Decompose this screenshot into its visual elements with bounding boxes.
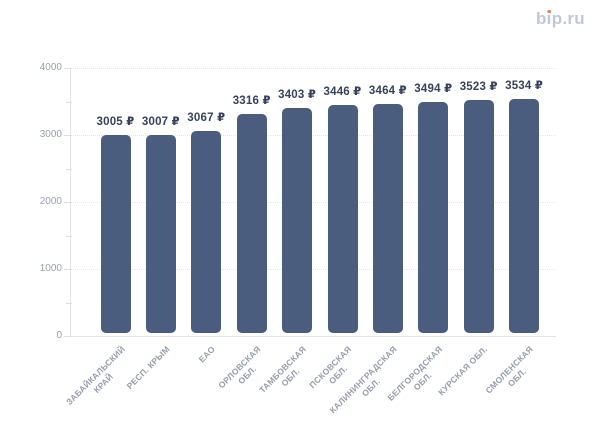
y-axis-minor-tick — [66, 101, 72, 103]
bar — [282, 107, 313, 333]
bar — [145, 134, 176, 333]
bar — [372, 103, 403, 333]
bar — [327, 105, 358, 333]
brand-letter-i: ı — [546, 9, 552, 28]
y-axis-tick-label: 2000 — [39, 196, 62, 207]
y-axis-tick-label: 3000 — [39, 129, 62, 140]
y-axis-major-tick — [64, 202, 72, 203]
bar — [236, 113, 267, 333]
y-axis-minor-tick — [66, 235, 72, 237]
x-axis-category-text: ЗАБАЙКАЛЬСКИЙ КРАЙ — [63, 344, 127, 407]
y-axis-minor-tick — [66, 168, 72, 170]
bar-value-label: 3005 ₽ — [96, 115, 135, 128]
y-axis-tick-label: 4000 — [39, 62, 62, 73]
gridline — [70, 67, 556, 69]
x-axis-category-text: ЕАО — [196, 344, 218, 365]
bar — [509, 99, 540, 333]
bar-value-label: 3464 ₽ — [368, 84, 407, 97]
bar-value-label: 3534 ₽ — [505, 80, 544, 93]
bar-value-label: 3403 ₽ — [278, 88, 317, 101]
gridline — [70, 134, 556, 136]
y-axis-major-tick — [64, 269, 72, 270]
bar-value-label: 3316 ₽ — [232, 94, 271, 107]
y-axis-major-tick — [64, 336, 72, 337]
brand-logo[interactable]: bı p.ru — [536, 9, 585, 29]
y-axis-major-tick — [64, 68, 72, 69]
bar — [100, 134, 131, 333]
brand-text-b: b — [535, 9, 547, 28]
brand-dot-icon — [547, 9, 551, 14]
x-axis-category-text: СМОЛЕНСКАЯ ОБЛ. — [483, 344, 536, 396]
bar-value-label: 3446 ₽ — [323, 86, 362, 99]
y-axis-tick-label: 1000 — [39, 263, 62, 274]
y-axis-line — [70, 68, 71, 336]
x-axis-category-text: РЕСП. КРЫМ — [124, 344, 172, 392]
brand-text-rest: p.ru — [551, 9, 585, 28]
bar — [418, 101, 449, 333]
y-axis-minor-tick — [66, 302, 72, 304]
x-axis-line — [70, 336, 556, 337]
y-axis-tick-label: 0 — [56, 330, 62, 341]
bar-value-label: 3494 ₽ — [414, 82, 453, 95]
gridline — [70, 268, 556, 270]
bar-value-label: 3067 ₽ — [187, 111, 226, 124]
y-axis-major-tick — [64, 135, 72, 136]
bar-value-label: 3007 ₽ — [141, 115, 180, 128]
bar — [191, 130, 222, 333]
bar-value-label: 3523 ₽ — [459, 80, 498, 93]
x-axis-category-text: ТАМБОВСКАЯ ОБЛ. — [257, 344, 309, 395]
gridline — [70, 201, 556, 203]
bar — [463, 99, 494, 333]
